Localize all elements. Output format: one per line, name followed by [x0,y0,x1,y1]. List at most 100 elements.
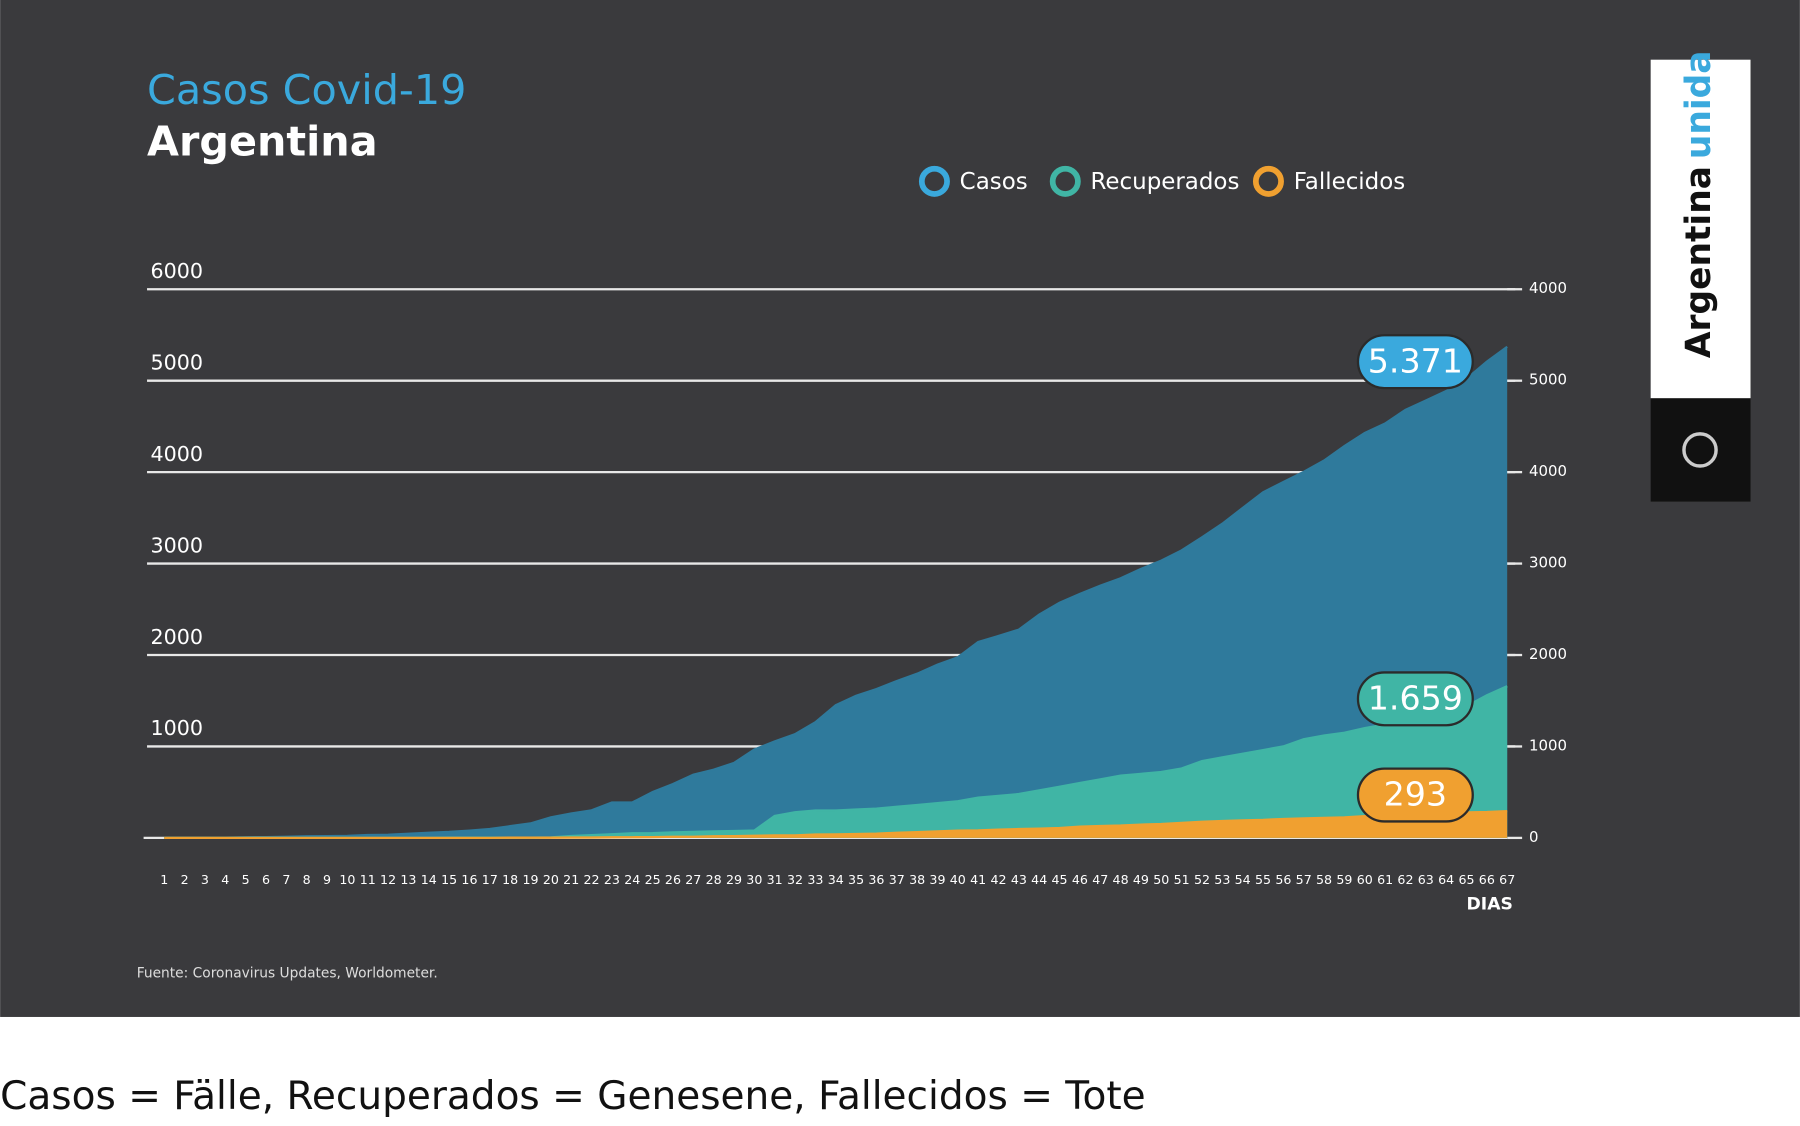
x-tick-label: 6 [262,872,270,887]
banner-word: unida [1679,50,1719,159]
x-tick-label: 39 [929,872,945,887]
x-tick-label: 62 [1397,872,1413,887]
banner-top [1650,59,1751,399]
x-tick-label: 25 [645,872,661,887]
x-tick-label: 22 [584,872,600,887]
x-tick-label: 53 [1214,872,1230,887]
x-tick-label: 58 [1316,872,1332,887]
x-tick-label: 31 [767,872,783,887]
chart-title: Casos Covid-19 [147,66,466,114]
x-tick-label: 11 [360,872,376,887]
x-tick-label: 41 [970,872,986,887]
x-tick-label: 26 [665,872,681,887]
x-tick-label: 18 [502,872,518,887]
x-tick-label: 66 [1479,872,1495,887]
x-tick-label: 34 [828,872,844,887]
y-tick-label: 5000 [150,350,203,374]
x-tick-label: 67 [1499,872,1515,887]
x-tick-label: 27 [685,872,701,887]
x-tick-label: 57 [1296,872,1312,887]
x-tick-label: 42 [990,872,1006,887]
x-tick-label: 36 [868,872,884,887]
x-tick-label: 23 [604,872,620,887]
x-tick-label: 52 [1194,872,1210,887]
x-tick-label: 63 [1418,872,1434,887]
x-tick-label: 47 [1092,872,1108,887]
legend-marker [1252,165,1284,197]
value-bubble [1356,671,1474,727]
x-tick-label: 7 [282,872,290,887]
chart-subtitle: Argentina [147,118,378,166]
y-tick-label: 1000 [150,716,203,740]
x-tick-label: 10 [339,872,355,887]
banner-word: Argentina [1679,166,1719,358]
x-tick-label: 28 [706,872,722,887]
x-tick-label: 40 [950,872,966,887]
x-tick-label: 45 [1052,872,1068,887]
y2-tick-label: 3000 [1529,554,1567,572]
x-tick-label: 13 [400,872,416,887]
y2-tick-label: 1000 [1529,736,1567,754]
x-tick-label: 64 [1438,872,1454,887]
x-tick-label: 60 [1357,872,1373,887]
x-tick-label: 4 [221,872,229,887]
x-tick-label: 20 [543,872,559,887]
x-tick-label: 24 [624,872,640,887]
x-tick-label: 49 [1133,872,1149,887]
x-tick-label: 65 [1458,872,1474,887]
legend-label: Fallecidos [1294,169,1406,195]
y-tick-label: 6000 [150,259,203,283]
x-tick-label: 5 [242,872,250,887]
x-tick-label: 38 [909,872,925,887]
y2-tick-label: 5000 [1529,371,1567,389]
banner-bottom [1650,398,1751,502]
x-tick-label: 37 [889,872,905,887]
x-tick-label: 3 [201,872,209,887]
x-tick-label: 35 [848,872,864,887]
x-tick-label: 44 [1031,872,1047,887]
x-tick-label: 55 [1255,872,1271,887]
y-tick-label: 3000 [150,533,203,557]
x-tick-label: 43 [1011,872,1027,887]
x-tick-label: 59 [1336,872,1352,887]
y2-tick-label: 4000 [1529,462,1567,480]
legend-marker [1049,165,1081,197]
legend-marker [918,165,950,197]
x-tick-label: 8 [303,872,311,887]
x-tick-label: 9 [323,872,331,887]
value-label: 1.659 [1368,678,1463,717]
x-tick-label: 30 [746,872,762,887]
x-tick-label: 19 [522,872,538,887]
area-fill [164,346,1508,838]
banner-text: Argentina unida [1679,50,1719,358]
legend-label: Recuperados [1091,169,1240,195]
x-tick-label: 32 [787,872,803,887]
y-tick-label: 4000 [150,442,203,466]
y2-tick-label: 2000 [1529,645,1567,663]
x-tick-label: 56 [1275,872,1291,887]
x-tick-label: 16 [461,872,477,887]
y2-tick-label: 0 [1529,828,1538,846]
x-tick-label: 29 [726,872,742,887]
x-tick-label: 61 [1377,872,1393,887]
x-tick-label: 33 [807,872,823,887]
area-line [164,810,1508,840]
area-fill [164,811,1508,838]
caption: Casos = Fälle, Recuperados = Genesene, F… [0,1074,1146,1119]
x-tick-label: 12 [380,872,396,887]
x-tick-label: 48 [1113,872,1129,887]
x-tick-label: 1 [160,872,168,887]
area-line [164,345,1508,839]
x-tick-label: 17 [482,872,498,887]
legend-label: Casos [960,169,1028,195]
value-label: 5.371 [1368,341,1463,380]
x-tick-label: 15 [441,872,457,887]
area-fill [164,686,1508,838]
source-note: Fuente: Coronavirus Updates, Worldometer… [137,965,438,981]
value-label: 293 [1384,775,1448,814]
y-tick-label: 2000 [150,625,203,649]
x-tick-label: 46 [1072,872,1088,887]
y2-tick-label: 4000 [1529,279,1567,297]
